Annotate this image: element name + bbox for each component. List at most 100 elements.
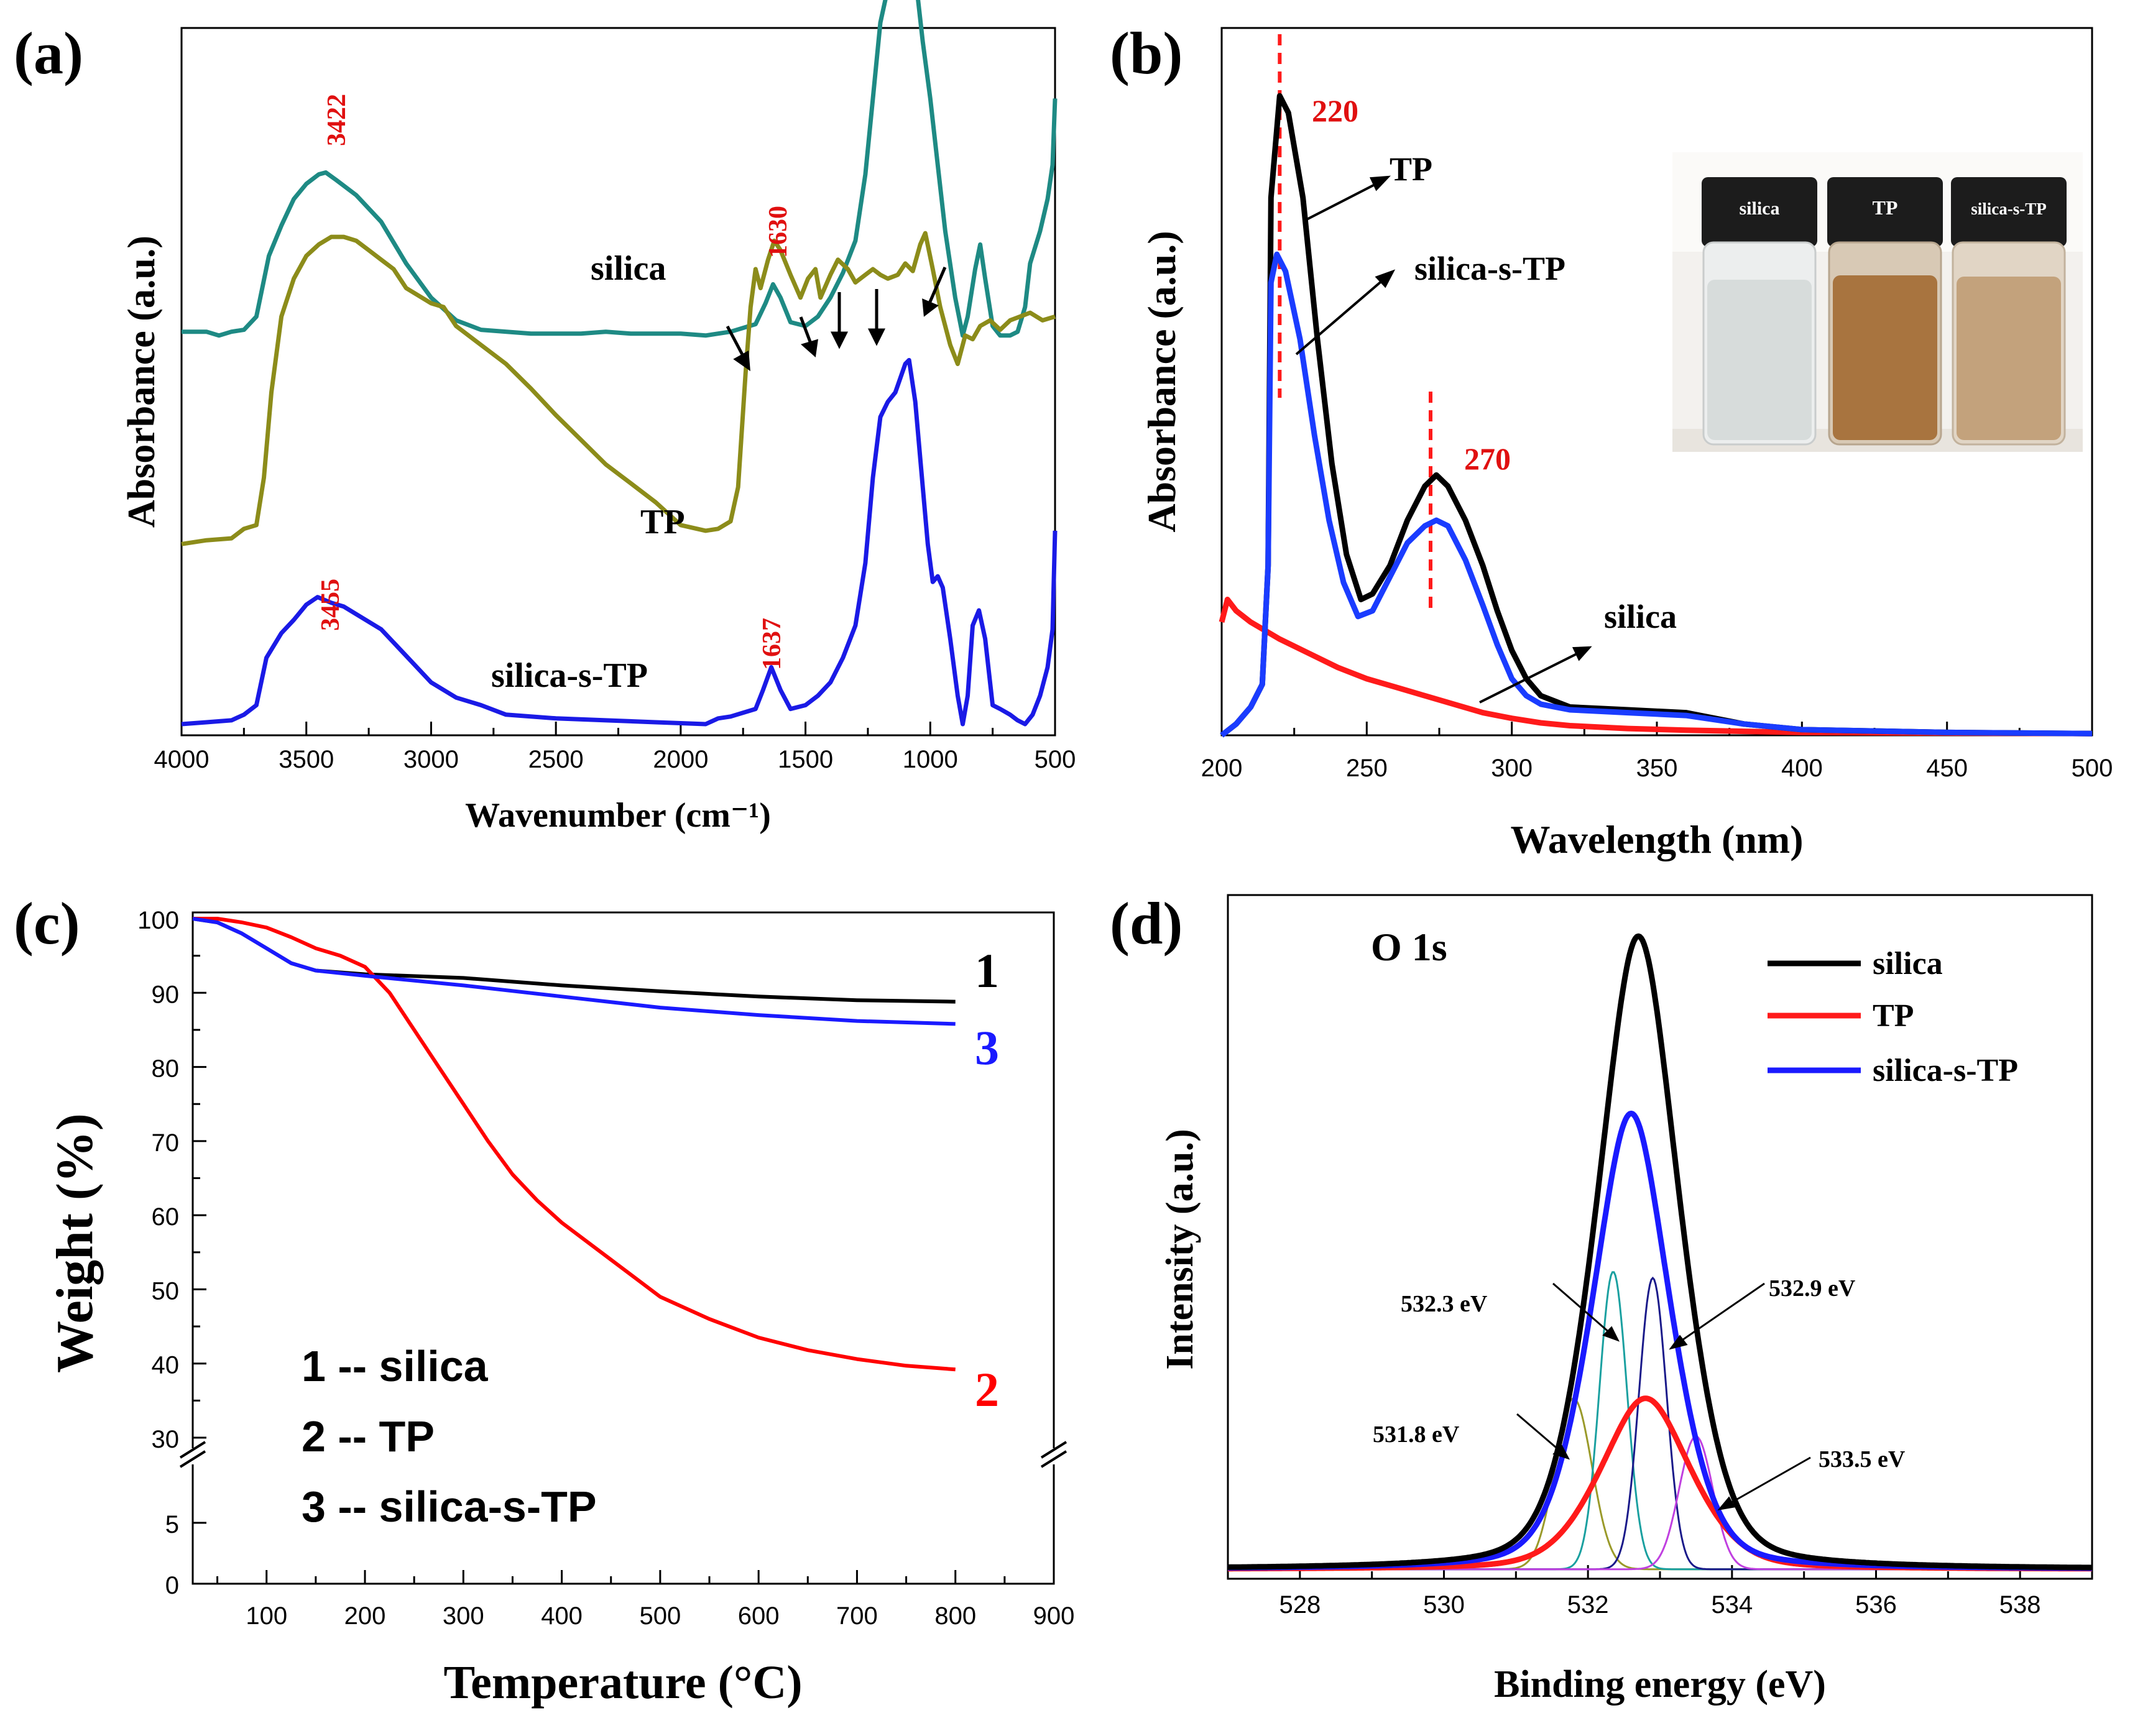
panel-label-d: (d) bbox=[1110, 890, 1183, 957]
end-label-2: 2 bbox=[975, 1362, 999, 1417]
series-line-a-silica bbox=[182, 0, 1058, 338]
x-tick-label-c: 700 bbox=[836, 1602, 878, 1630]
x-tick-label-b: 300 bbox=[1491, 755, 1533, 782]
series-line-b-silica bbox=[1219, 597, 2093, 737]
axis-break-mark bbox=[179, 1441, 206, 1459]
band-arrow-2-head bbox=[800, 339, 819, 357]
y-tick-label-c: 50 bbox=[152, 1277, 180, 1305]
x-tick-label-b: 500 bbox=[2072, 755, 2113, 782]
legend-d: silica TP silica-s-TP bbox=[1768, 946, 2018, 1088]
leader-532-9-head bbox=[1669, 1334, 1688, 1350]
end-label-3: 3 bbox=[975, 1021, 999, 1075]
callout-arrow-tp-head bbox=[1369, 175, 1391, 191]
legend-entry-1: 1 -- silica bbox=[302, 1342, 489, 1390]
series-label-b-silica: silica bbox=[1604, 598, 1677, 635]
peak-label-270: 270 bbox=[1464, 441, 1511, 476]
panel-b: (b) 200 250 300 350 400 450 500 220 270 TP sil… bbox=[1110, 20, 2113, 861]
leader-532-3-head bbox=[1602, 1326, 1620, 1342]
series-line-d-silica bbox=[1226, 933, 2094, 1571]
x-tick-label-d: 528 bbox=[1279, 1591, 1321, 1619]
band-arrow-4-head bbox=[867, 328, 886, 346]
y-tick-label-c: 0 bbox=[165, 1572, 179, 1599]
vial-liquid bbox=[1833, 275, 1937, 440]
axis-ticks-c: 100 200 300 400 500 600 700 800 9001009080706050… bbox=[137, 907, 1074, 1630]
band-arrow-2 bbox=[799, 316, 813, 346]
y-tick-label-c: 30 bbox=[152, 1426, 180, 1453]
axis-break-c bbox=[179, 1441, 1067, 1468]
legend-label-tp: TP bbox=[1873, 998, 1914, 1034]
y-tick-label-c: 40 bbox=[152, 1352, 180, 1379]
x-tick-label-c: 300 bbox=[443, 1602, 484, 1630]
callout-arrow-tp bbox=[1304, 182, 1378, 222]
x-tick-label-b: 350 bbox=[1636, 755, 1678, 782]
x-tick-label-a: 2500 bbox=[528, 746, 584, 773]
leader-532-3 bbox=[1552, 1282, 1611, 1334]
x-axis-title-c: Temperature (°C) bbox=[443, 1656, 802, 1709]
peak-label-220: 220 bbox=[1312, 93, 1358, 128]
series-line-c-silica bbox=[192, 917, 956, 1004]
vial-label-silica: silica bbox=[1740, 198, 1780, 219]
y-tick-label-c: 5 bbox=[165, 1511, 179, 1538]
vial-label-silica-s-tp: silica-s-TP bbox=[1971, 200, 2047, 218]
series-label-a-silica: silica bbox=[591, 249, 666, 288]
chart-title-d: O 1s bbox=[1371, 925, 1447, 969]
curves-b bbox=[1219, 93, 2093, 738]
legend-label-silica-s-tp: silica-s-TP bbox=[1873, 1053, 2018, 1088]
band-arrow-5 bbox=[927, 267, 947, 305]
component-peak-531-8-eV bbox=[1228, 1397, 2092, 1571]
panel-d: (d) 528 530 532 534 536 538 O 1s silica TP si… bbox=[1110, 890, 2094, 1706]
axis-break-mark bbox=[1040, 1450, 1067, 1468]
x-tick-label-b: 450 bbox=[1926, 755, 1968, 782]
y-tick-label-c: 100 bbox=[137, 907, 179, 934]
x-tick-label-a: 3500 bbox=[279, 746, 334, 773]
y-axis-title-c: Weight (%) bbox=[46, 1113, 104, 1373]
curves-c bbox=[192, 917, 956, 1372]
y-axis-title-b: Absorbance (a.u.) bbox=[1140, 231, 1184, 532]
x-tick-label-c: 200 bbox=[344, 1602, 386, 1630]
plot-frame-c bbox=[191, 911, 1055, 1585]
peak-label-1637: 1637 bbox=[758, 618, 786, 670]
x-tick-label-d: 532 bbox=[1567, 1591, 1609, 1619]
panel-c: (c) 100 200 300 400 500 600 700 800 900100908070… bbox=[14, 890, 1074, 1709]
leader-532-9 bbox=[1678, 1282, 1765, 1344]
vial-tp: TP bbox=[1827, 177, 1943, 446]
leader-533-5-head bbox=[1717, 1496, 1736, 1511]
peak-label-3455: 3455 bbox=[316, 579, 345, 631]
callout-arrows-b bbox=[1295, 175, 1592, 704]
band-arrows-a bbox=[726, 267, 947, 372]
x-ticks-b: 200 250 300 350 400 450 500 bbox=[1201, 722, 2113, 782]
x-tick-label-c: 100 bbox=[246, 1602, 287, 1630]
series-label-a-tp: TP bbox=[640, 503, 685, 541]
component-label-532-3: 532.3 eV bbox=[1401, 1291, 1488, 1317]
component-peak-532-9-eV bbox=[1228, 1276, 2092, 1571]
series-label-b-silica-s-tp: silica-s-TP bbox=[1414, 250, 1565, 287]
x-axis-title-d: Binding energy (eV) bbox=[1494, 1663, 1826, 1706]
legend-entry-3: 3 -- silica-s-TP bbox=[302, 1482, 597, 1531]
x-tick-label-d: 538 bbox=[1999, 1591, 2041, 1619]
series-label-a-silica-s-tp: silica-s-TP bbox=[491, 656, 648, 695]
vial-label-tp: TP bbox=[1873, 196, 1898, 219]
series-line-b-tp bbox=[1220, 93, 2093, 738]
band-arrow-1 bbox=[726, 325, 747, 361]
series-label-b-tp: TP bbox=[1390, 150, 1432, 188]
series-line-c-silica-s-tp bbox=[192, 917, 956, 1026]
vial-silica-s-tp: silica-s-TP bbox=[1951, 177, 2067, 446]
band-arrow-1-head bbox=[733, 350, 750, 372]
series-line-d-tp bbox=[1226, 1395, 2094, 1572]
axis-break-mark bbox=[1040, 1441, 1067, 1459]
x-tick-label-c: 500 bbox=[639, 1602, 681, 1630]
x-ticks-a: 4000 3500 3000 2500 2000 1500 1000 500 bbox=[154, 722, 1076, 773]
series-line-d-silica-s-tp bbox=[1226, 1110, 2094, 1571]
y-tick-label-c: 60 bbox=[152, 1203, 180, 1231]
series-line-a-silica-s-tp bbox=[181, 357, 1058, 727]
x-tick-label-c: 400 bbox=[541, 1602, 583, 1630]
x-tick-label-b: 200 bbox=[1201, 755, 1243, 782]
peak-label-3422: 3422 bbox=[323, 94, 351, 146]
vial-liquid bbox=[1957, 277, 2061, 440]
x-tick-label-b: 400 bbox=[1781, 755, 1823, 782]
y-axis-title-d: Intensity (a.u.) bbox=[1159, 1129, 1201, 1370]
x-tick-label-c: 600 bbox=[738, 1602, 780, 1630]
panel-label-b: (b) bbox=[1110, 20, 1183, 86]
x-tick-label-a: 3000 bbox=[403, 746, 459, 773]
